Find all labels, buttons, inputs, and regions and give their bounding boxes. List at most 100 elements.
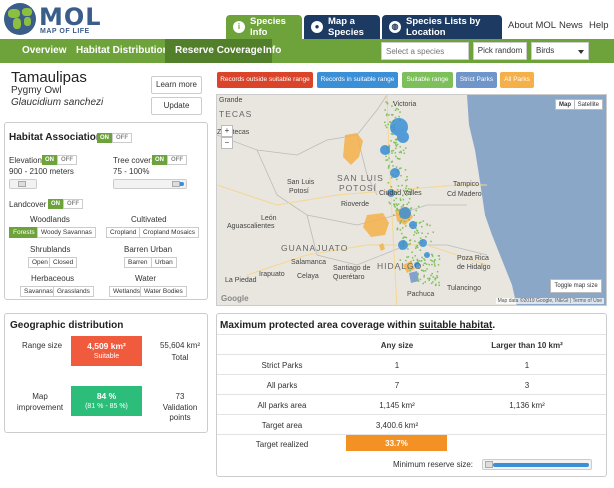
range-cell <box>394 138 397 141</box>
tree-cover-slider[interactable] <box>113 179 187 189</box>
range-cell <box>399 146 401 148</box>
range-cell <box>399 222 401 225</box>
map-attribution[interactable]: Map data ©2019 Google, INEGI | Terms of … <box>495 298 604 304</box>
barren-chip[interactable]: Barren <box>124 257 152 268</box>
range-cell <box>424 259 426 261</box>
savannas-chip[interactable]: Savannas <box>20 286 57 297</box>
mol-logo[interactable]: MOL MAP OF LIFE <box>4 3 104 37</box>
range-cell <box>386 159 389 161</box>
table-row: Target realized 33.7% <box>217 434 606 454</box>
cropland-mosaics-chip[interactable]: Cropland Mosaics <box>139 227 200 238</box>
range-cell <box>384 124 387 127</box>
range-cell <box>398 151 401 154</box>
slider-handle[interactable] <box>18 181 26 187</box>
slider-handle[interactable] <box>172 181 180 187</box>
subnav-reserve-coverage[interactable]: Reserve Coverage <box>165 39 273 63</box>
water-bodies-chip[interactable]: Water Bodies <box>140 286 187 297</box>
range-cell <box>397 108 399 111</box>
tab-species-lists[interactable]: ◍ Species Lists by Location <box>382 15 502 39</box>
legend-suitable-range[interactable]: Suitable range <box>402 72 453 88</box>
range-cell <box>410 207 413 209</box>
range-cell <box>400 206 403 208</box>
map-label: GUANAJUATO <box>281 243 349 253</box>
range-cell <box>427 232 429 235</box>
learn-more-button[interactable]: Learn more <box>151 76 202 94</box>
taxon-select[interactable]: Birds <box>531 42 589 60</box>
subnav-overview[interactable]: Overview <box>22 45 67 56</box>
range-cell <box>414 231 416 233</box>
species-search-input[interactable] <box>381 42 469 60</box>
map-label: Zacatecas <box>217 129 250 136</box>
habitat-panel: Habitat Associations ON OFF Elevation ON O… <box>4 122 208 300</box>
range-cell <box>413 234 415 236</box>
update-button[interactable]: Update <box>151 97 202 115</box>
map-label: Celaya <box>297 273 319 280</box>
map-improvement-label-1: Map <box>32 392 48 401</box>
map-label: León <box>261 215 277 222</box>
legend-records-outside[interactable]: Records outside suitable range <box>217 72 313 88</box>
range-cell <box>432 281 434 283</box>
pick-random-button[interactable]: Pick random <box>473 42 527 60</box>
closed-chip[interactable]: Closed <box>49 257 78 268</box>
map-type-map-button[interactable]: Map <box>555 99 575 110</box>
forests-chip[interactable]: Forests <box>9 227 39 238</box>
range-cell <box>405 225 407 227</box>
zoom-in-button[interactable]: + <box>221 125 233 137</box>
range-cell <box>409 242 411 245</box>
cropland-chip[interactable]: Cropland <box>106 227 141 238</box>
map-type-satellite-button[interactable]: Satellite <box>573 99 603 110</box>
range-cell <box>417 231 420 234</box>
legend-strict-parks[interactable]: Strict Parks <box>456 72 497 88</box>
range-cell <box>414 255 416 257</box>
wetlands-chip[interactable]: Wetlands <box>109 286 144 297</box>
validation-label-1: Validation <box>162 403 198 412</box>
range-cell <box>403 236 405 238</box>
coverage-title: Maximum protected area coverage within s… <box>220 320 496 331</box>
range-cell <box>434 279 436 281</box>
improvement-value: 84 % <box>96 391 117 401</box>
range-cell <box>388 144 391 147</box>
shrublands-category: Shrublands <box>30 245 71 254</box>
about-link[interactable]: About MOL <box>508 20 557 31</box>
cultivated-category: Cultivated <box>131 215 167 224</box>
suitable-habitat-link[interactable]: suitable habitat <box>418 320 493 331</box>
landcover-toggle[interactable]: ON OFF <box>48 199 83 209</box>
range-cell <box>409 193 412 196</box>
range-cell <box>419 249 422 252</box>
range-cell <box>394 152 397 154</box>
slider-handle[interactable] <box>485 461 493 468</box>
tab-map-a-species[interactable]: ● Map a Species <box>304 15 380 39</box>
range-cell <box>406 256 408 258</box>
info-icon: i <box>233 21 245 33</box>
grasslands-chip[interactable]: Grasslands <box>53 286 94 297</box>
zoom-out-button[interactable]: − <box>221 137 233 149</box>
map-canvas <box>217 95 606 305</box>
range-cell <box>426 224 429 226</box>
range-cell <box>405 185 408 187</box>
range-cell <box>401 184 403 187</box>
urban-chip[interactable]: Urban <box>151 257 177 268</box>
col-any-size: Any size <box>380 341 414 350</box>
range-cell <box>396 143 399 146</box>
legend-records-inside[interactable]: Records in suitable range <box>317 72 398 88</box>
range-cell <box>416 273 419 275</box>
min-reserve-slider[interactable] <box>482 459 592 470</box>
help-link[interactable]: Help <box>589 20 609 31</box>
news-link[interactable]: News <box>559 20 583 31</box>
woody-savannas-chip[interactable]: Woody Savannas <box>37 227 96 238</box>
map-label: La Piedad <box>225 277 257 284</box>
subnav-info[interactable]: Info <box>263 45 282 56</box>
range-map[interactable]: Map Satellite Grande TECAS Zacatecas Vic… <box>216 94 607 306</box>
range-cell <box>394 142 397 144</box>
elevation-toggle[interactable]: ON OFF <box>42 155 77 165</box>
map-label: Pachuca <box>407 291 435 298</box>
globe-logo-icon <box>4 3 36 35</box>
habitat-toggle[interactable]: ON OFF <box>97 133 132 143</box>
legend-all-parks[interactable]: All Parks <box>500 72 534 88</box>
elevation-slider[interactable] <box>9 179 37 189</box>
tree-cover-toggle[interactable]: ON OFF <box>152 155 187 165</box>
range-cell <box>400 151 403 154</box>
subnav-habitat-distribution[interactable]: Habitat Distribution <box>76 45 169 56</box>
tab-species-info[interactable]: i Species Info <box>226 15 302 39</box>
toggle-map-size-button[interactable]: Toggle map size <box>550 279 602 293</box>
